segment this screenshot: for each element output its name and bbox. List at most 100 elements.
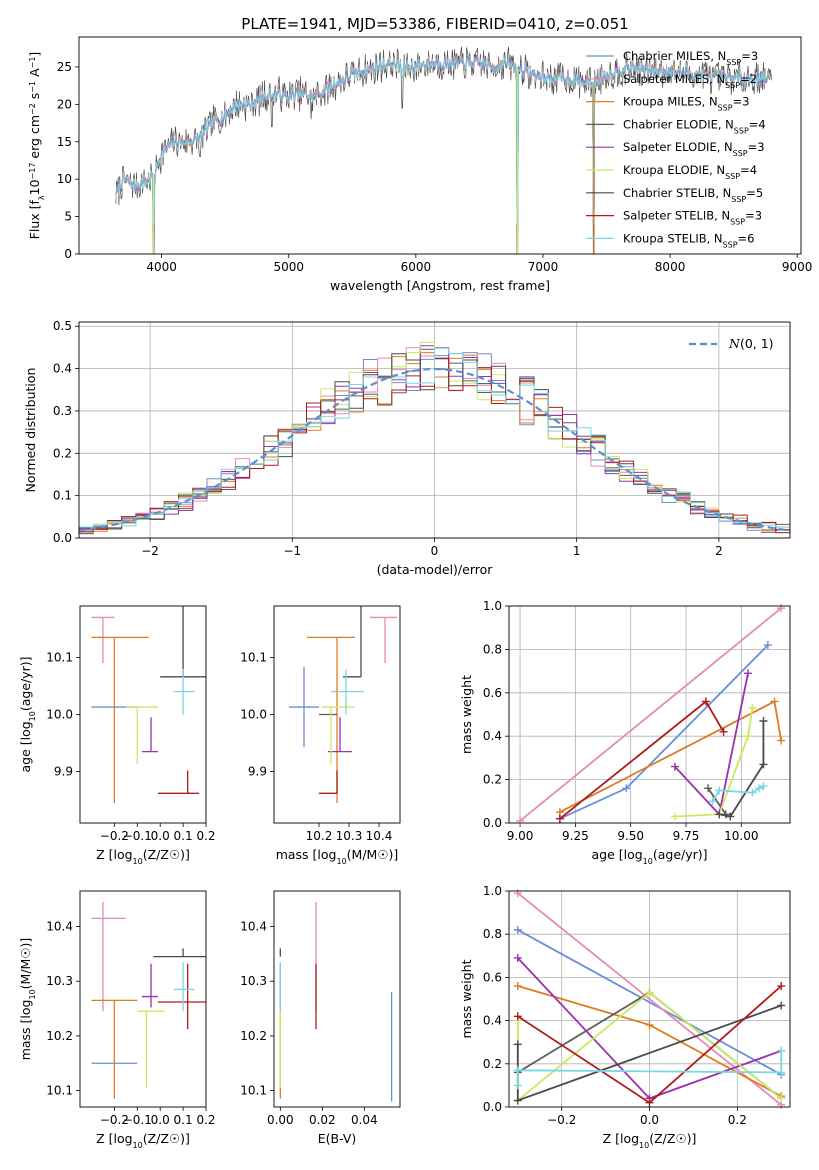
weight-marker (770, 697, 779, 706)
weight-marker (759, 782, 768, 791)
x-tick-label: 10.3 (336, 829, 363, 843)
weight-marker (513, 1012, 522, 1021)
weight-line (719, 721, 765, 818)
y-tick-label: 9.9 (54, 765, 73, 779)
weight-marker (777, 736, 786, 745)
plot-frame (508, 605, 791, 824)
weight-marker (759, 760, 768, 769)
y-tick-label: 10.0 (46, 708, 73, 722)
plot-frame (273, 890, 401, 1108)
y-tick-label: 25 (57, 60, 72, 74)
mass-vs-metallicity-panel: −0.2−0.10.0 0.1 0.2 10.1 10.2 10.3 10.4 Z [log1… (18, 890, 216, 1150)
y-tick-label: 1.0 (483, 884, 502, 898)
y-tick-label: 10.3 (46, 974, 73, 988)
weight-vs-age-panel: 9.00 9.25 9.50 9.75 10.00 0.0 0.2 0.4 0.6 0.8 1.0 a… (459, 599, 791, 866)
y-tick-label: 20 (57, 97, 72, 111)
weight-marker (513, 925, 522, 934)
weight-marker (704, 784, 713, 793)
y-tick-label: 5 (64, 210, 72, 224)
weight-marker (777, 982, 786, 991)
weight-marker (777, 1001, 786, 1010)
age-vs-metallicity-panel: −0.2−0.10.0 0.1 0.2 9.9 10.0 10.1 Z [log10(Z/Z… (18, 605, 216, 866)
x-tick-label: 0.04 (351, 1113, 378, 1127)
y-tick-label: 0.4 (483, 1014, 502, 1028)
y-tick-label: 15 (57, 135, 72, 149)
weight-marker (715, 810, 724, 819)
weight-line (519, 607, 782, 822)
y-tick-label: 0.3 (53, 404, 72, 418)
x-tick-label: 9.50 (617, 829, 644, 843)
weight-marker (743, 669, 752, 678)
weight-line (516, 1050, 783, 1086)
x-tick-label: 0 (431, 544, 439, 558)
plot-frame (273, 605, 401, 824)
y-tick-label: 0.8 (483, 642, 502, 656)
y-tick-label: 0.4 (53, 362, 72, 376)
y-tick-label: 0.2 (53, 446, 72, 460)
y-tick-label: 0.2 (483, 773, 502, 787)
x-axis-label: E(B-V) (318, 1131, 357, 1146)
x-tick-label: 8000 (655, 260, 686, 274)
x-tick-label: 0.0 (151, 1113, 170, 1127)
x-tick-label: −2 (141, 544, 159, 558)
weight-marker (763, 641, 772, 650)
legend-entry: Kroupa ELODIE, NSSP=4 (623, 163, 757, 181)
plot-frame (79, 605, 207, 824)
x-tick-label: 1 (573, 544, 581, 558)
weight-marker (513, 1066, 522, 1075)
spectrum-legend: Chabrier MILES, NSSP=3 Salpeter MILES, NS… (586, 49, 766, 249)
y-tick-label: 10.3 (240, 974, 267, 988)
weight-marker (622, 784, 631, 793)
mass-vs-reddening-panel: 0.00 0.02 0.04 10.1 10.2 10.3 10.4 E(B-V) (240, 890, 401, 1146)
weight-marker (513, 1096, 522, 1105)
legend-entry: Chabrier ELODIE, NSSP=4 (623, 117, 766, 135)
spectrum-panel: 4000 5000 6000 7000 8000 9000 0 5 10 15 20 25 wavele… (27, 36, 812, 293)
legend-entry: Chabrier STELIB, NSSP=5 (623, 186, 763, 204)
x-tick-label: −0.1 (123, 829, 152, 843)
y-tick-label: 10.0 (240, 708, 267, 722)
y-axis-label: mass weight (459, 959, 474, 1038)
weight-marker (759, 717, 768, 726)
y-tick-label: 0 (64, 247, 72, 261)
residual-histogram-panel: −2 −1 0 1 2 0.0 0.1 0.2 0.3 0.4 0.5 (data-model)/er… (23, 319, 791, 577)
y-tick-label: 1.0 (483, 599, 502, 613)
histogram-kroupa-stelib (79, 347, 790, 528)
x-axis-label: mass [log10(M/M☉)] (276, 847, 399, 866)
weight-marker (708, 797, 717, 806)
plot-frame (508, 890, 791, 1108)
x-tick-label: 9.00 (507, 829, 534, 843)
weight-line (559, 700, 725, 820)
normal-curve (78, 367, 791, 532)
weight-marker (719, 727, 728, 736)
weight-marker (777, 1094, 786, 1103)
y-tick-label: 0.0 (483, 816, 502, 830)
x-tick-label: 10.00 (724, 829, 758, 843)
weight-marker (670, 762, 679, 771)
x-tick-label: 0.0 (151, 829, 170, 843)
x-axis-label: age [log10(age/yr)] (591, 847, 707, 866)
y-tick-label: 10 (57, 172, 72, 186)
y-tick-label: 10.4 (240, 920, 267, 934)
weight-marker (513, 1081, 522, 1090)
y-tick-label: 10.4 (46, 920, 73, 934)
y-tick-label: 0.4 (483, 729, 502, 743)
weight-marker (726, 812, 735, 821)
weight-marker (748, 703, 757, 712)
legend-entry: Chabrier MILES, NSSP=3 (623, 49, 758, 67)
weight-marker (513, 1040, 522, 1049)
weight-line (517, 892, 782, 1106)
weight-line (707, 787, 727, 815)
x-tick-label: −0.2 (100, 1113, 129, 1127)
x-axis-label: wavelength [Angstrom, rest frame] (330, 278, 550, 293)
x-tick-label: 5000 (273, 260, 304, 274)
y-tick-label: 0.0 (483, 1100, 502, 1114)
x-tick-label: 0.2 (196, 829, 215, 843)
y-tick-label: 0.6 (483, 970, 502, 984)
legend-entry: Salpeter ELODIE, NSSP=3 (623, 140, 765, 158)
y-tick-label: 10.1 (240, 650, 267, 664)
y-axis-label: Flux [fλ10−17 erg cm−2 s−1 A−1] (27, 52, 46, 240)
weight-line (517, 929, 782, 1076)
x-axis-label: Z [log10(Z/Z☉)] (603, 1131, 697, 1150)
y-tick-label: 0.2 (483, 1057, 502, 1071)
y-tick-label: 10.2 (46, 1029, 73, 1043)
